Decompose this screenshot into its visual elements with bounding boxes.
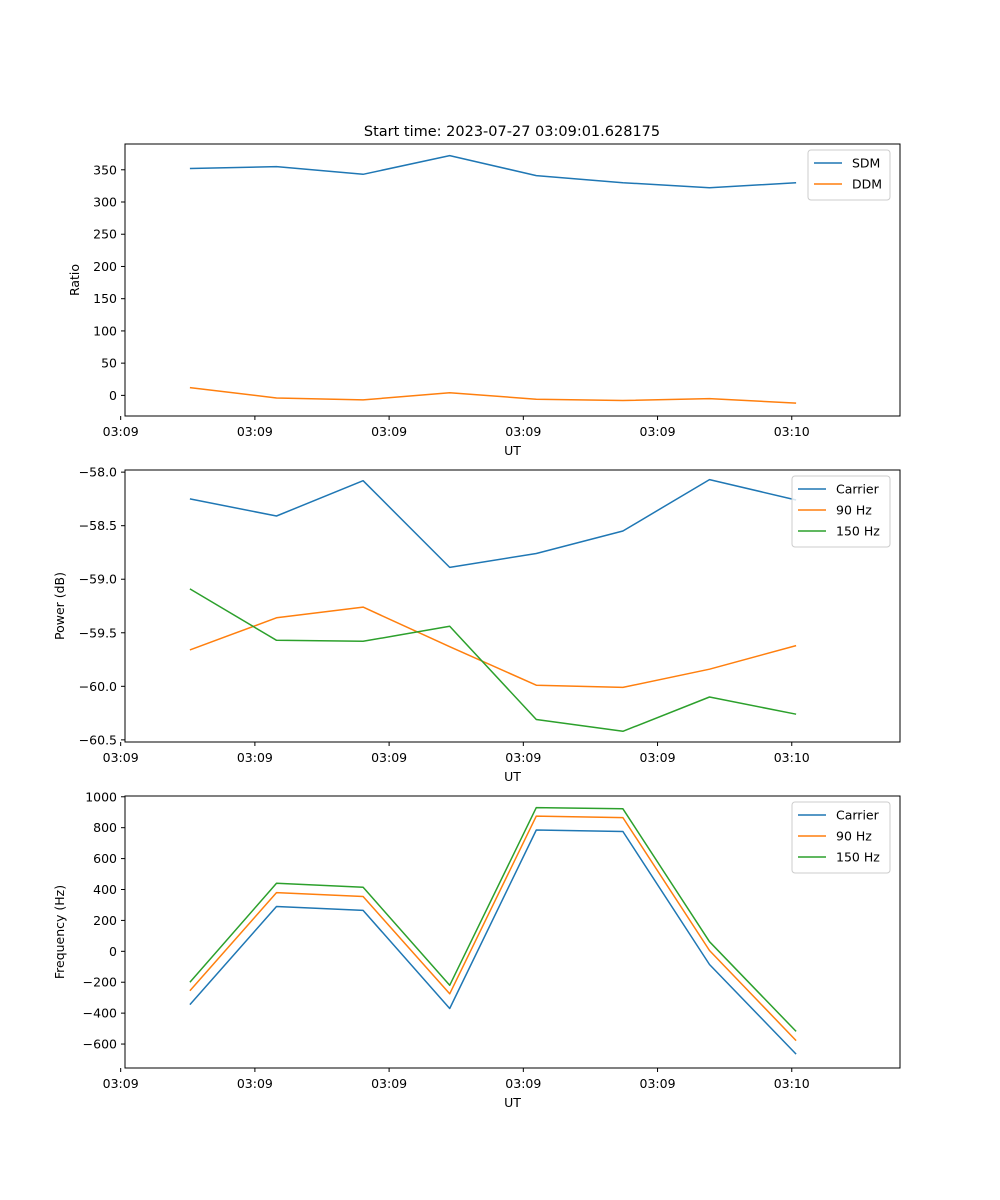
y-tick-label: 0 bbox=[109, 944, 117, 959]
y-tick-label: −400 bbox=[83, 1006, 117, 1021]
x-tick-label: 03:09 bbox=[505, 424, 541, 439]
legend: SDM DDM bbox=[807, 149, 891, 201]
y-tick-label: 200 bbox=[93, 913, 117, 928]
series-line-90-hz bbox=[189, 815, 797, 1042]
y-tick-label: −59.5 bbox=[79, 625, 117, 640]
y-tick-label: 150 bbox=[93, 291, 117, 306]
legend-box bbox=[791, 801, 891, 874]
chart-panel-3: 03:09 03:09 03:09 03:09 03:09 03:10 −600 −400 −2… bbox=[52, 789, 901, 1110]
y-tick-label: 800 bbox=[93, 820, 117, 835]
axes-frame bbox=[124, 795, 901, 1069]
x-tick-label: 03:09 bbox=[505, 750, 541, 765]
y-tick-label: −200 bbox=[83, 975, 117, 990]
legend-label: SDM bbox=[852, 156, 880, 171]
x-tick-label: 03:09 bbox=[371, 750, 407, 765]
axes-frame bbox=[124, 469, 901, 743]
y-tick-label: −60.0 bbox=[79, 679, 117, 694]
y-tick-label: 300 bbox=[93, 195, 117, 210]
x-tick-label: 03:09 bbox=[640, 424, 676, 439]
x-axis-label: UT bbox=[504, 769, 521, 784]
series-line-90-hz bbox=[189, 606, 797, 689]
x-tick-label: 03:09 bbox=[237, 1076, 273, 1091]
x-tick-label: 03:09 bbox=[103, 750, 139, 765]
legend-box bbox=[791, 475, 891, 548]
y-tick-label: 350 bbox=[93, 162, 117, 177]
y-tick-label: 50 bbox=[101, 356, 117, 371]
y-tick-label: −60.5 bbox=[79, 732, 117, 747]
legend-label: 90 Hz bbox=[836, 503, 872, 518]
x-tick-label: 03:09 bbox=[103, 424, 139, 439]
x-tick-label: 03:09 bbox=[371, 424, 407, 439]
x-tick-label: 03:10 bbox=[774, 750, 810, 765]
series-line-sdm bbox=[189, 154, 797, 189]
x-tick-label: 03:10 bbox=[774, 424, 810, 439]
y-tick-label: 600 bbox=[93, 851, 117, 866]
y-tick-label: 200 bbox=[93, 259, 117, 274]
y-tick-label: 250 bbox=[93, 227, 117, 242]
series-line-150-hz bbox=[189, 806, 797, 1032]
x-tick-label: 03:09 bbox=[640, 1076, 676, 1091]
y-axis-label: Ratio bbox=[67, 264, 82, 296]
series-line-carrier bbox=[189, 478, 797, 569]
legend: Carrier 90 Hz 150 Hz bbox=[791, 475, 891, 548]
series-line-150-hz bbox=[189, 588, 797, 733]
axes-frame bbox=[124, 143, 901, 417]
figure-title: Start time: 2023-07-27 03:09:01.628175 bbox=[364, 124, 660, 140]
legend-label: 150 Hz bbox=[836, 850, 880, 865]
x-tick-label: 03:10 bbox=[774, 1076, 810, 1091]
chart-panel-1: 03:09 03:09 03:09 03:09 03:09 03:10 0 50 100 150 2… bbox=[67, 143, 901, 458]
series-line-carrier bbox=[189, 829, 797, 1055]
y-tick-label: 1000 bbox=[85, 789, 117, 804]
y-tick-label: −59.0 bbox=[79, 572, 117, 587]
y-axis-label: Frequency (Hz) bbox=[52, 885, 67, 979]
legend-label: Carrier bbox=[836, 482, 880, 497]
y-tick-label: 100 bbox=[93, 323, 117, 338]
legend: Carrier 90 Hz 150 Hz bbox=[791, 801, 891, 874]
y-tick-label: −600 bbox=[83, 1037, 117, 1052]
y-tick-label: 0 bbox=[109, 388, 117, 403]
panels: 03:09 03:09 03:09 03:09 03:09 03:10 0 50 100 150 2… bbox=[52, 143, 901, 1110]
y-tick-label: −58.0 bbox=[79, 465, 117, 480]
x-tick-label: 03:09 bbox=[103, 1076, 139, 1091]
legend-label: 150 Hz bbox=[836, 524, 880, 539]
y-tick-label: −58.5 bbox=[79, 518, 117, 533]
legend-label: 90 Hz bbox=[836, 829, 872, 844]
x-tick-label: 03:09 bbox=[237, 424, 273, 439]
legend-label: DDM bbox=[852, 177, 882, 192]
y-tick-label: 400 bbox=[93, 882, 117, 897]
x-tick-label: 03:09 bbox=[640, 750, 676, 765]
legend-label: Carrier bbox=[836, 808, 880, 823]
x-tick-label: 03:09 bbox=[237, 750, 273, 765]
x-tick-label: 03:09 bbox=[505, 1076, 541, 1091]
y-axis-label: Power (dB) bbox=[52, 572, 67, 640]
x-axis-label: UT bbox=[504, 443, 521, 458]
series-line-ddm bbox=[189, 386, 797, 404]
x-axis-label: UT bbox=[504, 1095, 521, 1110]
chart-panel-2: 03:09 03:09 03:09 03:09 03:09 03:10 −60.5 −60.0… bbox=[52, 465, 901, 784]
x-tick-label: 03:09 bbox=[371, 1076, 407, 1091]
